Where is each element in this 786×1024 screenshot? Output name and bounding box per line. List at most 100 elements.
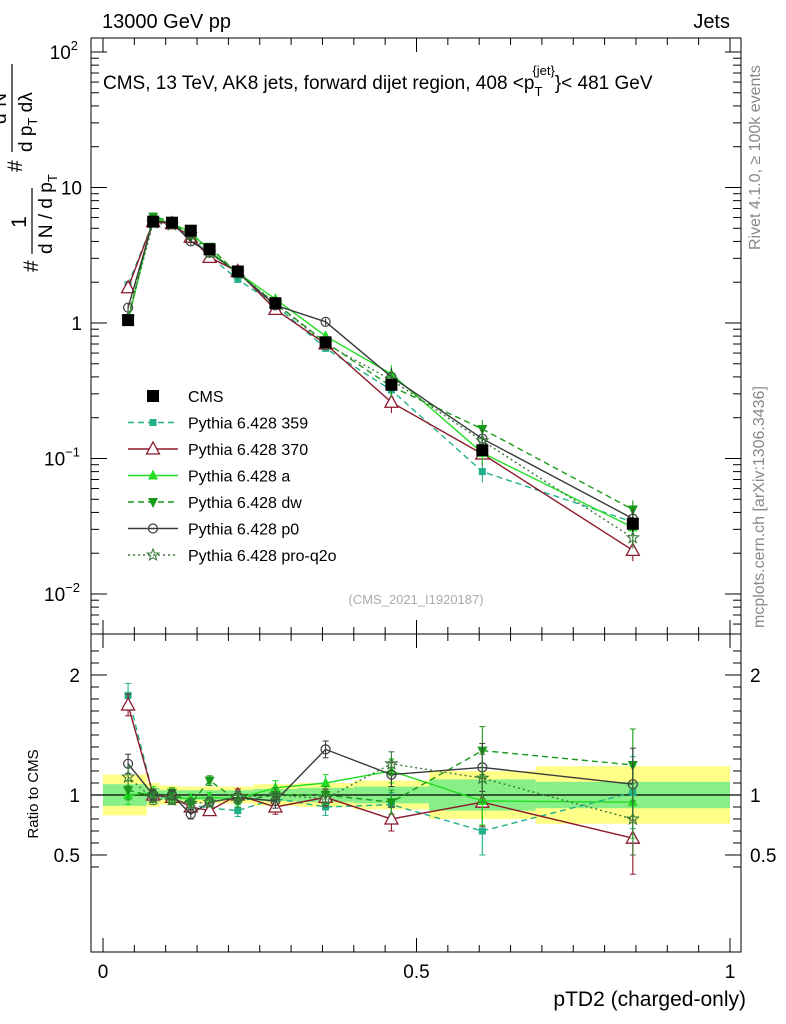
data-point: [626, 517, 639, 530]
ratio-point: [318, 791, 333, 805]
ylabel-frac2-den-sub: T: [25, 118, 40, 126]
y-tick-label: 10: [61, 179, 82, 200]
ylabel-frac2-num-sup: 2: [0, 106, 1, 113]
ylabel-frac2-den-tail: dλ: [16, 92, 37, 118]
ratio-point: [146, 791, 161, 805]
chart-title-suffix: }< 481 GeV: [555, 73, 653, 94]
legend-label: Pythia 6.428 dw: [188, 495, 302, 512]
legend-marker: [145, 440, 161, 455]
ratio-point: [120, 769, 136, 784]
legend-item-5: Pythia 6.428 p0: [128, 522, 299, 539]
legend-label: Pythia 6.428 p0: [188, 522, 299, 539]
data-point: [476, 444, 489, 457]
ratio-point: [204, 776, 215, 787]
ylabel-frac1-den: d N / d pT: [36, 174, 60, 254]
ratio-point: [202, 794, 217, 809]
chart-title-prefix: CMS, 13 TeV, AK8 jets, forward dijet reg…: [103, 73, 534, 94]
ratio-point: [183, 795, 198, 810]
ylabel-frac2-num-tail: N: [0, 93, 11, 107]
ratio-point: [386, 798, 397, 809]
ratio-point: [320, 777, 331, 787]
ratio-y-tick-label-right: 0.5: [750, 846, 776, 867]
series-point: [320, 316, 331, 327]
y-tick-label: 10−1: [44, 445, 80, 471]
x-tick-label: 0: [98, 962, 109, 983]
mcplots-label: mcplots.cern.ch [arXiv:1306.3436]: [751, 386, 768, 628]
ratio-point: [383, 810, 400, 825]
ratio-y-tick-label-right: 1: [750, 786, 761, 807]
ratio-point: [320, 744, 331, 755]
ratio-y-label: Ratio to CMS: [25, 749, 42, 838]
legend-item-3: Pythia 6.428 a: [128, 469, 290, 486]
ylabel-frac1-den-sub: T: [45, 174, 60, 182]
ylabel-frac1-num: 1: [8, 216, 31, 228]
ratio-y-tick-label: 2: [69, 666, 80, 687]
analysis-tag: (CMS_2021_I1920187): [348, 592, 483, 607]
series-line-3: [127, 215, 634, 511]
legend-label: Pythia 6.428 a: [188, 469, 290, 486]
legend-marker: [148, 498, 158, 508]
series-line-5: [127, 221, 634, 539]
data-point: [203, 243, 216, 256]
data-point: [147, 215, 160, 228]
ylabel-frac1-den-main: d N / d p: [36, 182, 57, 254]
data-point: [122, 314, 135, 327]
data-point: [385, 378, 398, 391]
data-point: [269, 297, 282, 310]
legend-item-6: Pythia 6.428 pro-q2o: [128, 547, 337, 565]
data-point: [165, 216, 178, 229]
main-panel: 0 0.5 1 102 10 1 10−1 10−2 2 2 1 1 0.5 0.5: [44, 37, 776, 983]
data-point: [184, 224, 197, 237]
legend-marker: [147, 390, 159, 402]
series-point: [383, 393, 400, 408]
series-point: [625, 541, 641, 556]
y-tick-label: 10−2: [44, 580, 80, 606]
ratio-point: [478, 827, 486, 835]
legend-item-0: CMS: [147, 389, 224, 406]
x-tick-label: 0.5: [403, 962, 429, 983]
main-frame: [90, 37, 742, 635]
ylabel-hash2: #: [4, 160, 27, 172]
chart-title-sup: {jet}: [532, 63, 555, 78]
rivet-label: Rivet 4.1.0, ≥ 100k events: [747, 65, 764, 250]
y-axis-label: # 1 d N / d pT # d2N d pT dλ: [0, 64, 60, 272]
series-point: [625, 530, 640, 544]
legend-label: Pythia 6.428 370: [188, 442, 308, 459]
legend-item-4: Pythia 6.428 dw: [128, 495, 302, 512]
y-tick-label: 102: [50, 38, 78, 64]
ratio-point: [475, 770, 490, 785]
ratio-point: [268, 787, 283, 802]
legend: CMS Pythia 6.428 359 Pythia 6.428 370 Pythi…: [128, 389, 337, 565]
series-point: [120, 279, 136, 294]
y-tick-label: 1: [71, 314, 82, 335]
legend-item-2: Pythia 6.428 370: [128, 440, 308, 459]
ratio-y-tick-label: 1: [69, 786, 80, 807]
ylabel-frac2-num-d: d: [0, 113, 11, 124]
ratio-point: [185, 809, 196, 820]
collision-label: 13000 GeV pp: [102, 11, 231, 33]
legend-item-1: Pythia 6.428 359: [128, 416, 308, 433]
ratio-point: [270, 781, 281, 792]
legend-label: Pythia 6.428 359: [188, 416, 308, 433]
ylabel-frac2-den: d pT dλ: [16, 92, 40, 152]
ratio-y-tick-label-right: 2: [750, 666, 761, 687]
x-axis-label: pTD2 (charged-only): [553, 988, 746, 1011]
x-tick-label: 1: [725, 962, 736, 983]
ratio-point: [384, 756, 399, 770]
ylabel-frac2-den-main: d p: [16, 126, 37, 152]
ratio-line-5: [127, 763, 633, 820]
ratio-point: [164, 792, 180, 806]
ratio-y-tick-label: 0.5: [54, 846, 80, 867]
data-point: [231, 265, 244, 278]
ratio-point: [625, 811, 640, 826]
category-label: Jets: [693, 11, 730, 33]
ratio-point: [201, 802, 218, 817]
ratio-point: [120, 696, 136, 711]
chart-title-sub: T: [534, 84, 542, 99]
series-point: [475, 433, 490, 447]
ratio-point: [230, 789, 245, 804]
ylabel-frac2-num: d2N: [0, 93, 11, 124]
legend-marker: [147, 523, 159, 534]
chart-title: CMS, 13 TeV, AK8 jets, forward dijet reg…: [103, 63, 653, 99]
